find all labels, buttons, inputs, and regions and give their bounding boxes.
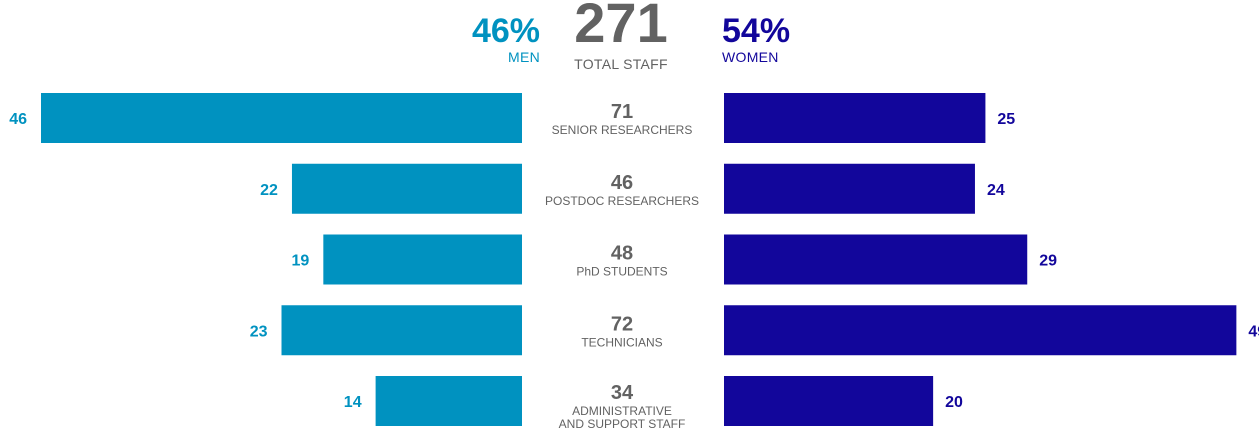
women-bar <box>724 234 1028 285</box>
category-label: SENIOR RESEARCHERS <box>552 123 693 137</box>
women-bar-value: 49 <box>1248 323 1259 340</box>
category-total: 34 <box>611 382 634 404</box>
women-bar <box>724 305 1237 356</box>
women-bar <box>724 163 975 214</box>
men-bar <box>281 305 522 356</box>
women-percentage: 54% <box>722 12 791 50</box>
men-bar-value: 14 <box>344 394 362 411</box>
men-header: 46% MEN <box>440 13 540 65</box>
men-bar <box>291 163 522 214</box>
total-header: 271 TOTAL STAFF <box>545 0 697 72</box>
category-label: AND SUPPORT STAFF <box>559 417 686 428</box>
women-bar-value: 29 <box>1039 253 1057 270</box>
category-total: 46 <box>611 172 633 194</box>
category-total: 48 <box>611 243 633 265</box>
men-bar-value: 19 <box>292 253 310 270</box>
men-label: MEN <box>507 49 540 65</box>
men-percentage: 46% <box>471 12 540 50</box>
category-label: TECHNICIANS <box>581 335 662 349</box>
women-bar-value: 24 <box>987 182 1005 199</box>
category-label: POSTDOC RESEARCHERS <box>545 194 699 208</box>
women-bar-value: 20 <box>945 394 963 411</box>
men-bar <box>323 234 522 285</box>
women-label: WOMEN <box>722 49 779 65</box>
total-staff-count: 271 <box>574 0 668 54</box>
men-bar-value: 23 <box>250 323 268 340</box>
women-bar <box>724 93 986 143</box>
category-total: 71 <box>611 101 633 123</box>
women-bar-value: 25 <box>997 111 1015 128</box>
total-staff-label: TOTAL STAFF <box>574 56 668 72</box>
women-header: 54% WOMEN <box>722 13 842 65</box>
category-total: 72 <box>611 313 633 335</box>
women-bar <box>724 376 934 426</box>
men-bar <box>41 93 522 143</box>
category-label: ADMINISTRATIVE <box>572 404 672 418</box>
men-bar-value: 22 <box>260 182 278 199</box>
men-bar-value: 46 <box>9 111 27 128</box>
category-label: PhD STUDENTS <box>576 265 667 279</box>
men-bar <box>375 376 522 426</box>
